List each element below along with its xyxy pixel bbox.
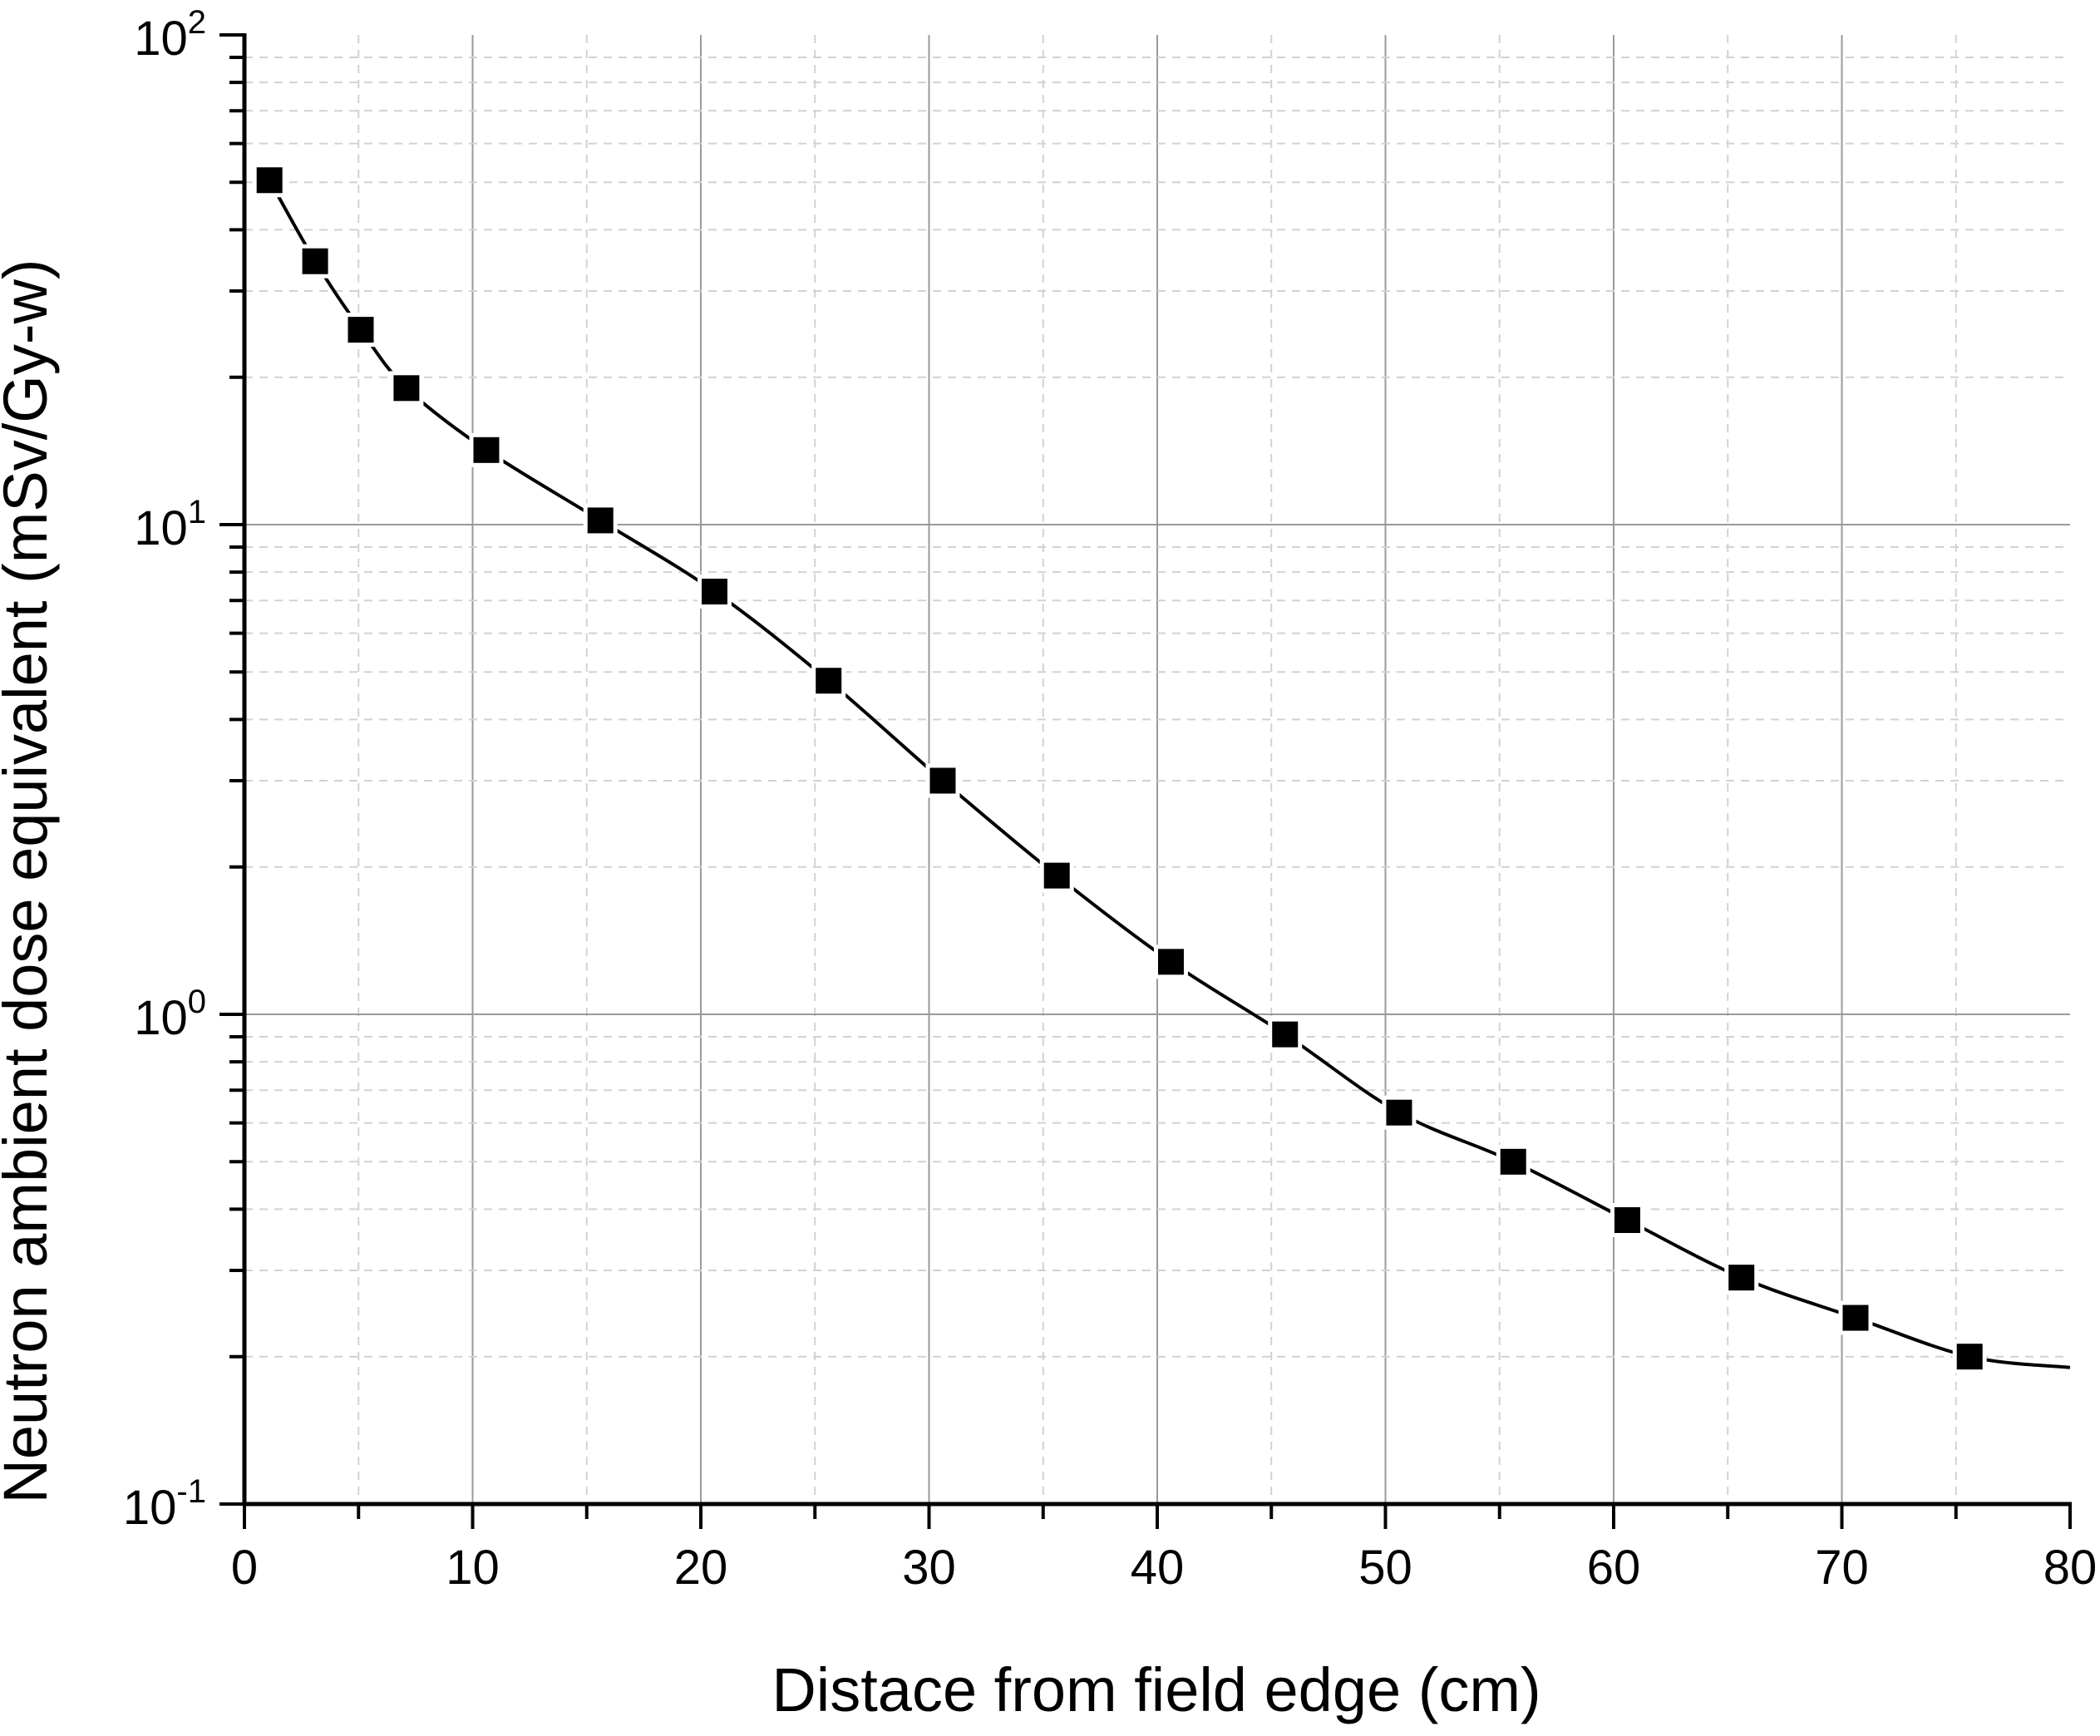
x-tick-label: 40 bbox=[1131, 1541, 1185, 1595]
data-point-marker bbox=[1153, 944, 1188, 979]
data-point-marker bbox=[1382, 1095, 1417, 1130]
y-tick-label: 102 bbox=[134, 4, 206, 66]
data-point-marker bbox=[583, 503, 618, 538]
data-point-marker bbox=[298, 244, 333, 279]
data-markers bbox=[252, 163, 1987, 1374]
data-point-marker bbox=[1952, 1339, 1987, 1374]
axes bbox=[219, 33, 2072, 1529]
x-tick-label: 30 bbox=[902, 1541, 956, 1595]
y-tick-labels: 10-1 100 101 102 bbox=[123, 4, 206, 1535]
data-point-marker bbox=[469, 432, 504, 467]
data-point-marker bbox=[1838, 1300, 1873, 1335]
x-tick-label: 20 bbox=[674, 1541, 728, 1595]
data-point-marker bbox=[1496, 1144, 1531, 1179]
x-tick-label: 70 bbox=[1815, 1541, 1869, 1595]
data-point-marker bbox=[1724, 1260, 1759, 1295]
x-tick-labels: 0 10 20 30 40 50 60 70 80 bbox=[231, 1541, 2097, 1595]
data-point-marker bbox=[252, 163, 287, 198]
data-point-marker bbox=[1039, 858, 1074, 893]
x-tick-label: 10 bbox=[446, 1541, 500, 1595]
x-axis-title: Distace from field edge (cm) bbox=[771, 1655, 1540, 1724]
data-point-marker bbox=[389, 371, 424, 406]
data-point-marker bbox=[925, 763, 960, 798]
x-tick-label: 50 bbox=[1358, 1541, 1412, 1595]
y-axis-title: Neutron ambient dose equivalent (mSv/Gy-… bbox=[0, 259, 60, 1503]
x-tick-label: 0 bbox=[231, 1541, 258, 1595]
fit-curve bbox=[268, 179, 2071, 1369]
x-tick-label: 60 bbox=[1587, 1541, 1641, 1595]
y-tick-label: 101 bbox=[134, 494, 206, 555]
y-tick-label: 10-1 bbox=[123, 1473, 206, 1535]
fit-curve-layer bbox=[268, 179, 2071, 1369]
grid bbox=[244, 35, 2070, 1504]
y-tick-label: 100 bbox=[134, 984, 206, 1045]
data-point-marker bbox=[811, 663, 846, 698]
data-point-marker bbox=[697, 575, 732, 609]
data-point-marker bbox=[1268, 1017, 1303, 1052]
data-point-marker bbox=[1610, 1203, 1644, 1238]
x-tick-label: 80 bbox=[2043, 1541, 2098, 1595]
data-point-marker bbox=[343, 313, 378, 348]
